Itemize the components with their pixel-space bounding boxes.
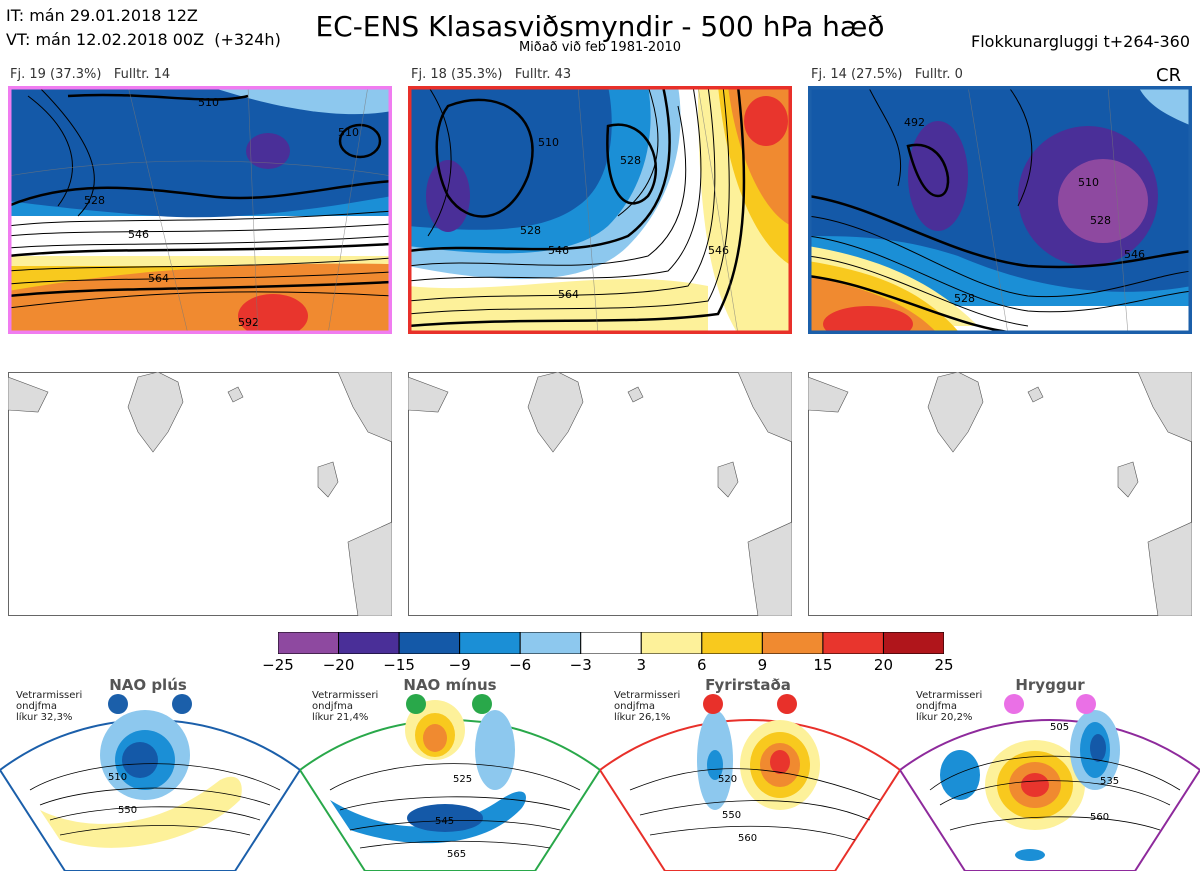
- colorbar-segment: [519, 632, 582, 654]
- contour-label: 550: [722, 810, 741, 821]
- contour-label: 505: [1050, 722, 1069, 733]
- contour-label: 560: [1090, 812, 1109, 823]
- contour-label: 510: [538, 136, 559, 149]
- colorbar-segment: [459, 632, 521, 654]
- regime-marker-nao-minus: [472, 694, 492, 714]
- empty-map-1: [8, 372, 392, 616]
- empty-map-2: [408, 372, 792, 616]
- regime-nao-minus-map: 525 545 565: [300, 700, 600, 871]
- colorbar-tick-label: 20: [873, 656, 893, 674]
- colorbar-tick-label: 25: [934, 656, 954, 674]
- cluster-3-map: 510 528 546 528 492: [808, 86, 1192, 334]
- colorbar-segment: [701, 632, 763, 654]
- regime-title-nao-minus: NAO mínus: [403, 676, 497, 694]
- regime-title-blocking: Fyrirstaða: [705, 676, 791, 694]
- colorbar-tick-label: 9: [757, 656, 768, 674]
- colorbar-tick-label: 15: [813, 656, 833, 674]
- colorbar-tick-label: −20: [322, 656, 355, 674]
- colorbar-segment: [882, 632, 944, 654]
- colorbar-tick-label: −6: [509, 656, 532, 674]
- contour-label: 528: [520, 224, 541, 237]
- regime-title-nao-plus: NAO plús: [109, 676, 187, 694]
- empty-map-3: [808, 372, 1192, 616]
- colorbar-segment: [580, 632, 642, 654]
- cluster-1-map: 510 528 546 564 592 510: [8, 86, 392, 334]
- contour-label: 564: [148, 272, 169, 285]
- page-title: EC-ENS Klasasviðsmyndir - 500 hPa hæð: [315, 10, 885, 43]
- colorbar-segment: [640, 632, 703, 654]
- colorbar-segment: [761, 632, 824, 654]
- cluster-1-label: Fj. 19 (37.3%) Fulltr. 14: [10, 67, 171, 82]
- contour-label: 546: [1124, 248, 1145, 261]
- regime-probability-ridge: Vetrarmisseri ondjfma líkur 20,2%: [916, 690, 983, 723]
- cluster-2-map: 510 528 546 564 546 528: [408, 86, 792, 334]
- regime-marker-ridge: [1076, 694, 1096, 714]
- regime-marker-blocking: [703, 694, 723, 714]
- regime-probability-nao-minus: Vetrarmisseri ondjfma líkur 21,4%: [312, 690, 379, 723]
- regime-marker-nao-minus: [406, 694, 426, 714]
- regime-ridge-map: 505 535 560: [900, 710, 1200, 871]
- colorbar: [278, 632, 944, 654]
- contour-label: 565: [447, 849, 466, 860]
- contour-label: 510: [338, 126, 359, 139]
- contour-label: 528: [1090, 214, 1111, 227]
- cluster-3-label: Fj. 14 (27.5%) Fulltr. 0: [811, 67, 963, 82]
- contour-label: 546: [708, 244, 729, 257]
- regime-marker-nao-plus: [172, 694, 192, 714]
- regime-marker-nao-plus: [108, 694, 128, 714]
- regime-marker-ridge: [1004, 694, 1024, 714]
- cluster-tag: CR: [1156, 65, 1182, 86]
- contour-label: 535: [1100, 776, 1119, 787]
- contour-label: 560: [738, 833, 757, 844]
- colorbar-tick-label: −15: [383, 656, 415, 674]
- regime-nao-plus-map: 510 550: [0, 710, 300, 871]
- contour-label: 564: [558, 288, 579, 301]
- contour-label: 550: [118, 805, 137, 816]
- climate-reference: Miðað við feb 1981-2010: [518, 40, 682, 55]
- regime-marker-blocking: [777, 694, 797, 714]
- colorbar-tick-label: −25: [262, 656, 294, 674]
- colorbar-segment: [278, 632, 340, 654]
- colorbar-segment: [338, 632, 400, 654]
- regime-blocking-map: 520 550 560: [600, 710, 900, 871]
- colorbar-segment: [822, 632, 884, 654]
- valid-time: VT: mán 12.02.2018 00Z (+324h): [6, 30, 281, 49]
- colorbar-tick-label: 3: [636, 656, 647, 674]
- contour-label: 528: [954, 292, 975, 305]
- contour-label: 528: [620, 154, 641, 167]
- contour-label: 510: [108, 772, 127, 783]
- colorbar-tick-label: 6: [697, 656, 707, 674]
- cluster-2-label: Fj. 18 (35.3%) Fulltr. 43: [411, 67, 572, 82]
- contour-label: 546: [548, 244, 569, 257]
- contour-label: 520: [718, 774, 737, 785]
- classification-window: Flokkunargluggi t+264-360: [971, 32, 1190, 51]
- regime-probability-nao-plus: Vetrarmisseri ondjfma líkur 32,3%: [16, 690, 83, 723]
- contour-label: 545: [435, 816, 454, 827]
- colorbar-tick-label: −3: [569, 656, 592, 674]
- initial-time: IT: mán 29.01.2018 12Z: [6, 6, 198, 25]
- contour-label: 528: [84, 194, 105, 207]
- colorbar-tick-label: −9: [448, 656, 471, 674]
- contour-label: 492: [904, 116, 925, 129]
- contour-label: 510: [198, 96, 219, 109]
- contour-label: 546: [128, 228, 149, 241]
- contour-label: 592: [238, 316, 259, 329]
- regime-title-ridge: Hryggur: [1015, 676, 1085, 694]
- regime-probability-blocking: Vetrarmisseri ondjfma líkur 26,1%: [614, 690, 681, 723]
- colorbar-segment: [398, 632, 461, 654]
- contour-label: 525: [453, 774, 472, 785]
- contour-label: 510: [1078, 176, 1099, 189]
